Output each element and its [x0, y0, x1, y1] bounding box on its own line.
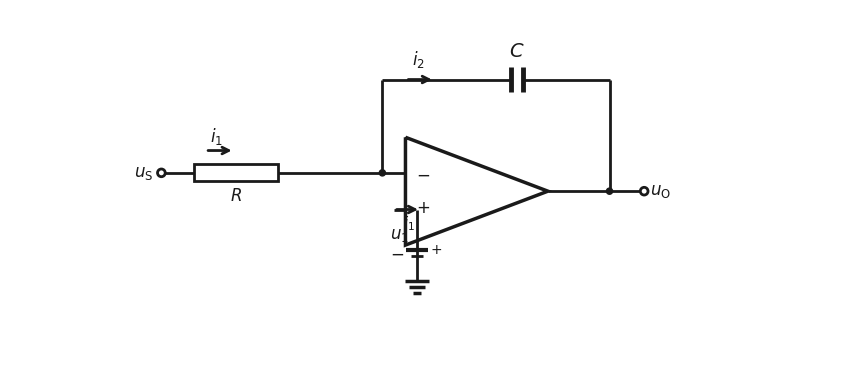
Text: $u_{\mathrm{O}}$: $u_{\mathrm{O}}$ — [651, 182, 671, 200]
Circle shape — [157, 169, 165, 177]
Text: $i_1$: $i_1$ — [209, 126, 223, 147]
Circle shape — [640, 187, 648, 195]
Circle shape — [380, 170, 386, 176]
Text: $R$: $R$ — [230, 187, 242, 205]
Text: $-$: $-$ — [416, 165, 430, 183]
Circle shape — [606, 188, 612, 194]
Text: $i_1$: $i_1$ — [404, 214, 416, 233]
Text: $u_1$: $u_1$ — [390, 226, 409, 245]
Text: $+$: $+$ — [416, 199, 430, 217]
Text: $i_2$: $i_2$ — [411, 49, 424, 70]
Text: $-$: $-$ — [390, 245, 404, 263]
Text: $+$: $+$ — [430, 243, 442, 257]
Bar — [194, 165, 279, 181]
Text: $C$: $C$ — [510, 42, 525, 61]
Text: $u_{\mathrm{S}}$: $u_{\mathrm{S}}$ — [134, 164, 154, 182]
